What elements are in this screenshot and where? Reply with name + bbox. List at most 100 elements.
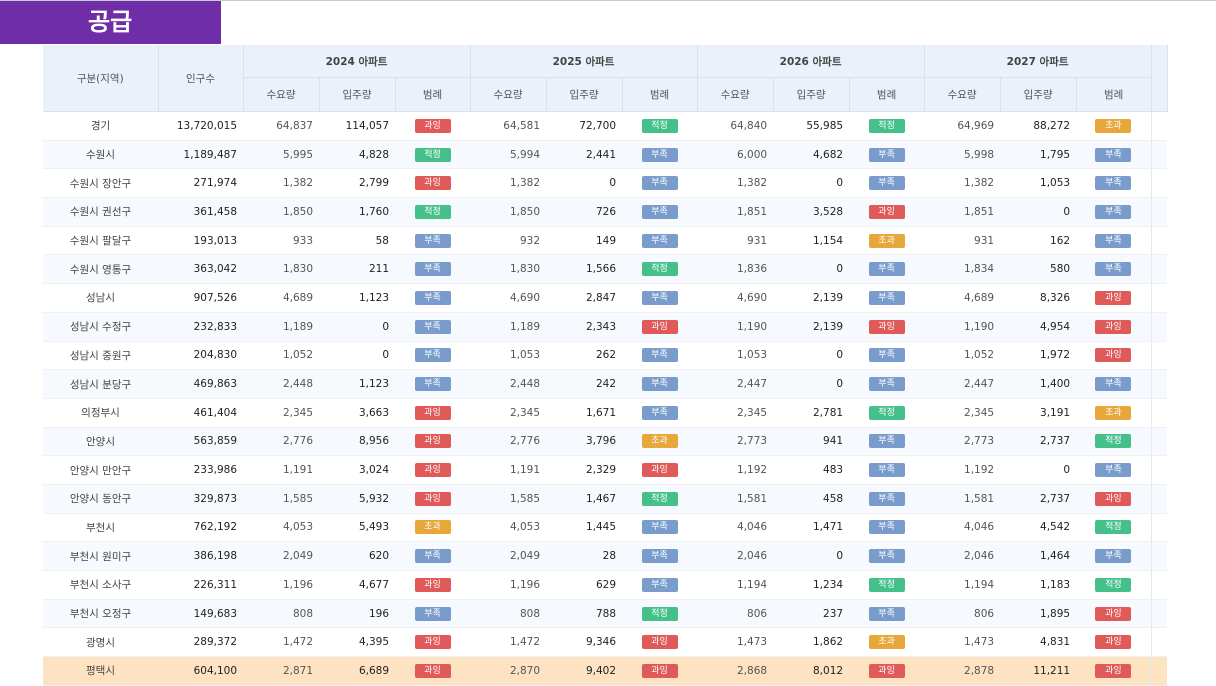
row-spacer <box>1150 197 1168 227</box>
legend-cell: 과잉 <box>1076 656 1152 686</box>
table-row: 수원시 권선구 361,458 1,850 1,760 적정 1,850 726 부족 1,85… <box>43 197 1168 227</box>
supply-value: 3,024 <box>319 455 395 485</box>
legend-cell: 부족 <box>849 140 925 170</box>
status-badge: 부족 <box>641 176 678 191</box>
legend-cell: 과잉 <box>1076 312 1152 342</box>
legend-cell: 부족 <box>395 369 471 399</box>
legend-cell: 부족 <box>849 283 925 313</box>
region-name: 광명시 <box>43 627 158 658</box>
status-badge: 초과 <box>641 434 678 449</box>
region-name: 성남시 수정구 <box>43 312 158 342</box>
legend-cell: 부족 <box>395 312 471 342</box>
supply-value: 1,445 <box>546 513 623 543</box>
legend-cell: 부족 <box>395 283 471 313</box>
demand-value: 1,834 <box>924 254 1001 285</box>
demand-value: 1,836 <box>697 254 774 285</box>
supply-value: 0 <box>1000 197 1077 227</box>
status-badge: 과잉 <box>868 204 905 219</box>
status-badge: 부족 <box>868 549 905 564</box>
status-badge: 과잉 <box>641 463 678 478</box>
region-name: 의정부시 <box>43 398 158 428</box>
demand-value: 2,878 <box>924 656 1001 686</box>
population-value: 193,013 <box>158 226 243 256</box>
legend-cell: 부족 <box>395 226 471 256</box>
table-row: 성남시 907,526 4,689 1,123 부족 4,690 2,847 부족 4,690 2… <box>43 283 1168 313</box>
row-spacer <box>1150 455 1168 485</box>
demand-value: 1,581 <box>697 484 774 514</box>
supply-value: 1,053 <box>1000 168 1077 199</box>
demand-value: 2,871 <box>243 656 319 686</box>
legend-cell: 부족 <box>1076 369 1152 399</box>
demand-value: 1,053 <box>697 341 774 371</box>
status-badge: 부족 <box>868 520 905 535</box>
supply-table: 구분(지역) 인구수 2024 아파트 2025 아파트 2026 아파트 20… <box>43 45 1168 686</box>
status-badge: 초과 <box>868 233 905 248</box>
supply-value: 3,191 <box>1000 398 1077 428</box>
status-badge: 부족 <box>414 262 451 277</box>
supply-value: 2,329 <box>546 455 623 485</box>
status-badge: 과잉 <box>1095 663 1132 678</box>
supply-value: 1,123 <box>319 283 395 313</box>
status-badge: 부족 <box>641 520 678 535</box>
supply-value: 6,689 <box>319 656 395 686</box>
population-value: 469,863 <box>158 369 243 399</box>
legend-cell: 부족 <box>849 484 925 514</box>
header-legend: 범례 <box>849 77 925 112</box>
row-spacer <box>1150 398 1168 428</box>
legend-cell: 부족 <box>395 254 471 285</box>
demand-value: 1,189 <box>243 312 319 342</box>
supply-value: 9,402 <box>546 656 623 686</box>
status-badge: 부족 <box>641 549 678 564</box>
header-supply: 입주량 <box>546 77 623 112</box>
status-badge: 부족 <box>641 405 678 420</box>
demand-value: 2,345 <box>697 398 774 428</box>
supply-value: 3,796 <box>546 427 623 457</box>
legend-cell: 과잉 <box>395 455 471 485</box>
status-badge: 부족 <box>1095 262 1132 277</box>
header-year-2027: 2027 아파트 <box>924 45 1152 78</box>
legend-cell: 과잉 <box>622 455 698 485</box>
legend-cell: 적정 <box>622 484 698 514</box>
status-badge: 부족 <box>641 348 678 363</box>
legend-cell: 과잉 <box>1076 283 1152 313</box>
demand-value: 1,191 <box>243 455 319 485</box>
population-value: 232,833 <box>158 312 243 342</box>
region-name: 수원시 영통구 <box>43 254 158 285</box>
population-value: 361,458 <box>158 197 243 227</box>
row-spacer <box>1150 111 1168 141</box>
table-row: 부천시 소사구 226,311 1,196 4,677 과잉 1,196 629 부족 1,19… <box>43 570 1168 600</box>
supply-value: 2,139 <box>773 312 850 342</box>
demand-value: 808 <box>470 599 547 629</box>
population-value: 563,859 <box>158 427 243 457</box>
status-badge: 부족 <box>414 348 451 363</box>
demand-value: 2,049 <box>470 541 547 571</box>
supply-value: 1,566 <box>546 254 623 285</box>
population-value: 907,526 <box>158 283 243 313</box>
region-name: 수원시 팔달구 <box>43 226 158 256</box>
demand-value: 1,382 <box>697 168 774 199</box>
status-badge: 부족 <box>868 262 905 277</box>
header-year-2025: 2025 아파트 <box>470 45 698 78</box>
status-badge: 적정 <box>641 491 678 506</box>
legend-cell: 부족 <box>622 341 698 371</box>
row-spacer <box>1150 541 1168 571</box>
demand-value: 64,969 <box>924 111 1001 141</box>
row-spacer <box>1150 513 1168 543</box>
row-spacer <box>1150 283 1168 313</box>
supply-value: 0 <box>773 341 850 371</box>
status-badge: 부족 <box>868 147 905 162</box>
supply-value: 2,847 <box>546 283 623 313</box>
supply-value: 1,760 <box>319 197 395 227</box>
legend-cell: 부족 <box>622 570 698 600</box>
supply-value: 2,441 <box>546 140 623 170</box>
legend-cell: 초과 <box>849 627 925 658</box>
header-legend: 범례 <box>1076 77 1152 112</box>
status-badge: 과잉 <box>414 577 451 592</box>
demand-value: 4,053 <box>243 513 319 543</box>
demand-value: 2,345 <box>470 398 547 428</box>
supply-value: 620 <box>319 541 395 571</box>
legend-cell: 초과 <box>849 226 925 256</box>
demand-value: 2,776 <box>470 427 547 457</box>
status-badge: 부족 <box>414 319 451 334</box>
row-spacer <box>1150 484 1168 514</box>
